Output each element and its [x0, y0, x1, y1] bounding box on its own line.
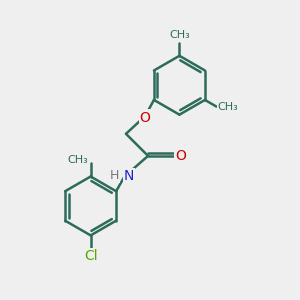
- Text: Cl: Cl: [84, 249, 98, 263]
- Text: CH₃: CH₃: [218, 102, 238, 112]
- Text: H: H: [110, 169, 119, 182]
- Text: O: O: [140, 111, 151, 124]
- Text: N: N: [124, 169, 134, 184]
- Text: O: O: [175, 149, 186, 163]
- Text: CH₃: CH₃: [169, 30, 190, 40]
- Text: CH₃: CH₃: [67, 155, 88, 165]
